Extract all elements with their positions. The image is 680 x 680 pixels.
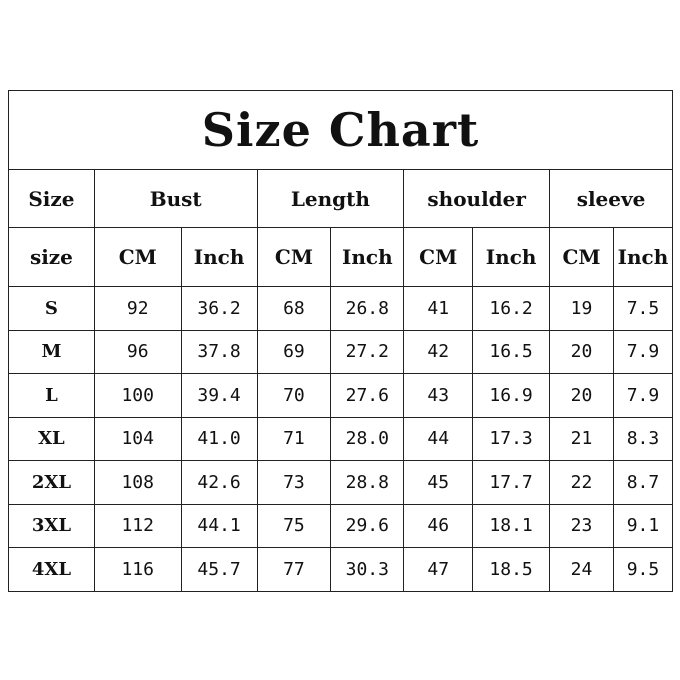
unit-header-cell: Inch [612,227,674,287]
measurement-cell: 7.9 [612,373,674,418]
header-bust: Bust [93,169,258,228]
measurement-cell: 9.5 [612,547,674,592]
measurement-cell: 16.9 [472,373,551,418]
measurement-cell: 96 [93,329,182,374]
table-row: 4XL 116 45.7 77 30.3 47 18.5 24 9.5 [8,547,674,592]
measurement-cell: 41.0 [180,416,258,461]
measurement-cell: 92 [93,286,182,331]
measurement-cell: 69 [256,329,332,374]
measurement-cell: 104 [93,416,182,461]
table-row: L 100 39.4 70 27.6 43 16.9 20 7.9 [8,373,674,418]
table-row: M 96 37.8 69 27.2 42 16.5 20 7.9 [8,329,674,374]
size-label-cell: XL [8,416,95,461]
measurement-cell: 100 [93,373,182,418]
measurement-cell: 24 [549,547,614,592]
measurement-cell: 23 [549,503,614,548]
measurement-cell: 47 [403,547,474,592]
measurement-cell: 68 [256,286,332,331]
unit-header-row: size CM Inch CM Inch CM Inch CM Inch [8,227,674,287]
measurement-cell: 19 [549,286,614,331]
measurement-cell: 116 [93,547,182,592]
header-group-row: Size Bust Length shoulder sleeve [8,169,673,228]
measurement-cell: 43 [403,373,474,418]
measurement-cell: 18.1 [472,503,551,548]
measurement-cell: 17.3 [472,416,551,461]
unit-header-cell: CM [403,227,474,287]
measurement-cell: 37.8 [180,329,258,374]
header-length: Length [256,169,405,228]
measurement-cell: 7.9 [612,329,674,374]
measurement-cell: 9.1 [612,503,674,548]
measurement-cell: 20 [549,329,614,374]
measurement-cell: 7.5 [612,286,674,331]
measurement-cell: 28.8 [330,460,405,505]
header-size: Size [8,169,95,228]
measurement-cell: 70 [256,373,332,418]
unit-header-cell: Inch [180,227,258,287]
chart-title: Size Chart [8,90,673,170]
unit-header-cell: size [8,227,95,287]
measurement-cell: 108 [93,460,182,505]
size-label-cell: M [8,329,95,374]
header-sleeve: sleeve [549,169,673,228]
measurement-cell: 29.6 [330,503,405,548]
measurement-cell: 73 [256,460,332,505]
size-label-cell: 2XL [8,460,95,505]
measurement-cell: 8.7 [612,460,674,505]
measurement-cell: 22 [549,460,614,505]
measurement-cell: 42 [403,329,474,374]
measurement-cell: 45 [403,460,474,505]
measurement-cell: 17.7 [472,460,551,505]
table-row: 2XL 108 42.6 73 28.8 45 17.7 22 8.7 [8,460,674,505]
table-row: XL 104 41.0 71 28.0 44 17.3 21 8.3 [8,416,674,461]
measurement-cell: 27.6 [330,373,405,418]
measurement-cell: 42.6 [180,460,258,505]
measurement-cell: 26.8 [330,286,405,331]
measurement-cell: 21 [549,416,614,461]
measurement-cell: 27.2 [330,329,405,374]
measurement-cell: 8.3 [612,416,674,461]
measurement-cell: 39.4 [180,373,258,418]
measurement-cell: 28.0 [330,416,405,461]
measurement-cell: 30.3 [330,547,405,592]
measurement-cell: 45.7 [180,547,258,592]
unit-header-cell: Inch [330,227,405,287]
measurement-cell: 75 [256,503,332,548]
table-row: S 92 36.2 68 26.8 41 16.2 19 7.5 [8,286,674,331]
size-label-cell: L [8,373,95,418]
unit-header-cell: CM [549,227,614,287]
size-label-cell: 3XL [8,503,95,548]
measurement-cell: 77 [256,547,332,592]
unit-header-cell: CM [256,227,332,287]
measurement-cell: 44 [403,416,474,461]
unit-header-cell: CM [93,227,182,287]
size-chart-table: Size Chart Size Bust Length shoulder sle… [8,90,674,592]
measurement-cell: 16.2 [472,286,551,331]
unit-header-cell: Inch [472,227,551,287]
table-row: 3XL 112 44.1 75 29.6 46 18.1 23 9.1 [8,503,674,548]
measurement-cell: 44.1 [180,503,258,548]
measurement-cell: 46 [403,503,474,548]
measurement-cell: 112 [93,503,182,548]
measurement-cell: 20 [549,373,614,418]
measurement-cell: 41 [403,286,474,331]
measurement-cell: 36.2 [180,286,258,331]
header-shoulder: shoulder [403,169,551,228]
measurement-cell: 71 [256,416,332,461]
size-label-cell: 4XL [8,547,95,592]
measurement-cell: 18.5 [472,547,551,592]
measurement-cell: 16.5 [472,329,551,374]
size-label-cell: S [8,286,95,331]
